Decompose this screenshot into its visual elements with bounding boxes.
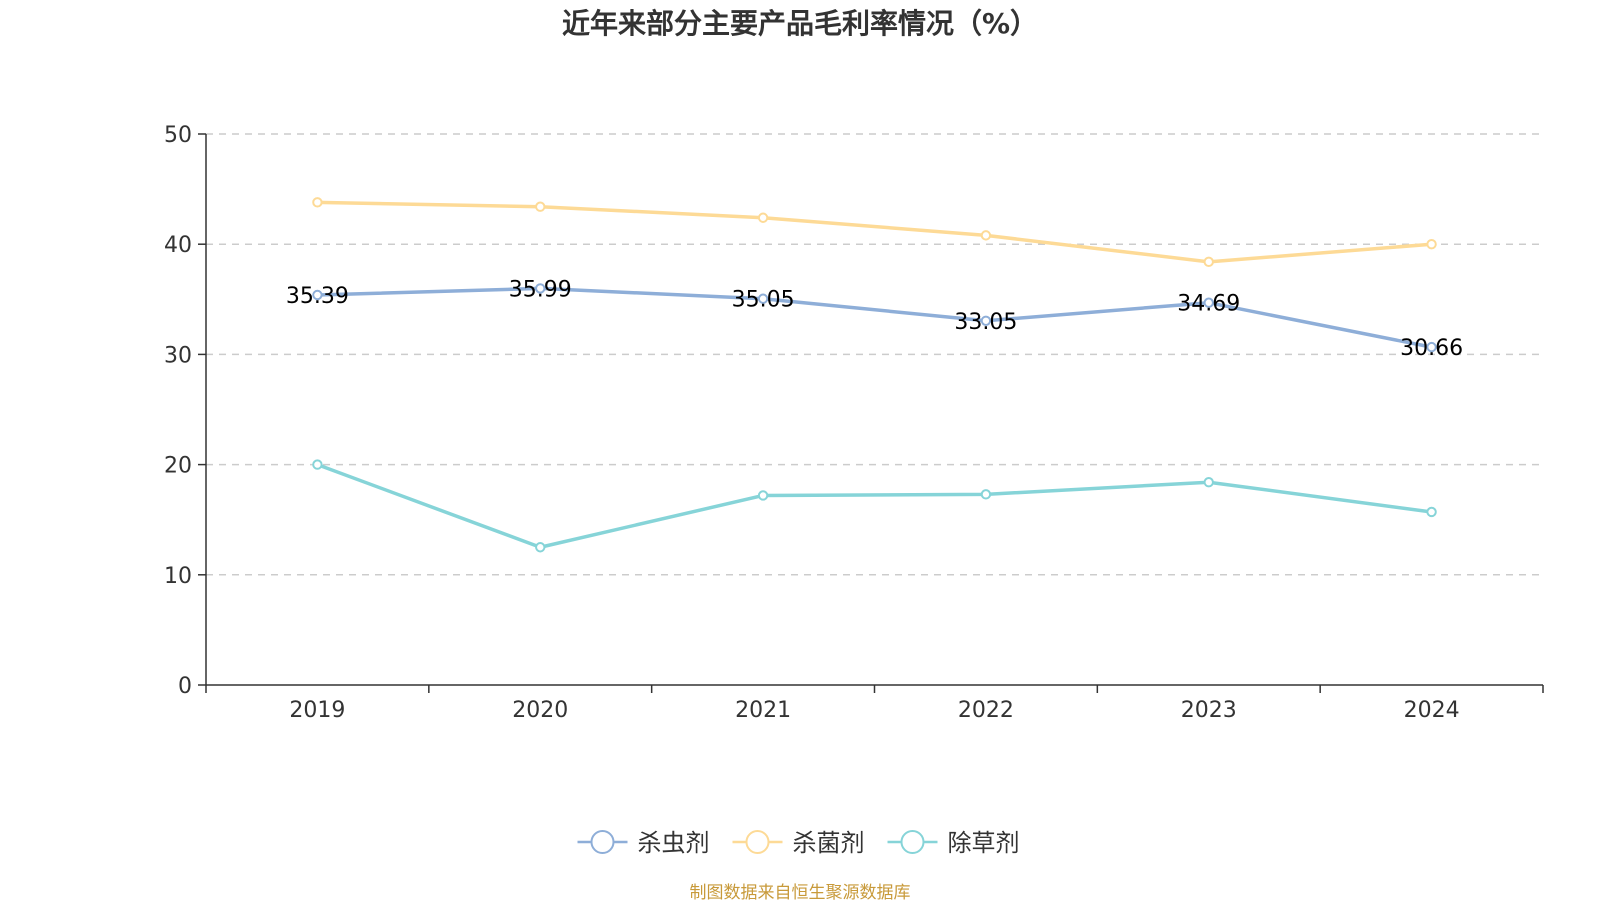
data-point-s2-2023[interactable] — [1203, 477, 1214, 488]
x-tick-label-2021: 2021 — [735, 698, 791, 723]
source-note: 制图数据来自恒生聚源数据库 — [690, 883, 911, 900]
x-tick-label-2020: 2020 — [512, 698, 568, 723]
legend-marker — [900, 830, 925, 854]
x-tick-label-2024: 2024 — [1404, 698, 1460, 723]
data-label-s0-2020: 35.99 — [509, 277, 572, 302]
series-line-0 — [317, 286, 1432, 349]
legend-label: 杀虫剂 — [638, 829, 710, 857]
data-label-s0-2024: 30.66 — [1400, 336, 1463, 361]
x-tick-label-2023: 2023 — [1181, 698, 1237, 723]
data-point-s1-2021[interactable] — [757, 212, 769, 223]
data-label-s0-2023: 34.69 — [1177, 292, 1240, 317]
series-line-2 — [316, 462, 1432, 549]
data-point-s0-2024[interactable] — [1426, 341, 1437, 353]
data-point-s0-2020[interactable] — [535, 283, 546, 294]
y-tick-label: 0 — [178, 674, 192, 699]
legend-label: 杀菌剂 — [793, 829, 865, 857]
data-point-s2-2019[interactable] — [312, 459, 323, 470]
y-tick-label: 40 — [164, 233, 192, 258]
series-lines — [312, 197, 1437, 553]
x-tick-label-2022: 2022 — [958, 698, 1014, 723]
data-label-s0-2022: 33.05 — [954, 310, 1017, 335]
data-point-s2-2022[interactable] — [980, 489, 992, 500]
y-tick-label: 20 — [164, 454, 192, 479]
data-point-s2-2021[interactable] — [757, 490, 769, 501]
y-tick-label: 10 — [164, 564, 192, 589]
legend[interactable]: 杀虫剂 杀菌剂 除草剂 — [577, 829, 1020, 857]
data-point-s0-2022[interactable] — [980, 315, 992, 326]
y-tick-label: 50 — [164, 123, 192, 148]
data-labels: 35.39 35.99 35.05 33.05 34.69 30.66 — [286, 277, 1463, 361]
legend-item-2[interactable]: 除草剂 — [887, 829, 1020, 857]
legend-marker — [745, 830, 770, 854]
data-point-s2-2024[interactable] — [1426, 506, 1437, 518]
legend-item-1[interactable]: 杀菌剂 — [732, 829, 865, 857]
chart-title: 近年来部分主要产品毛利率情况（%） — [562, 7, 1038, 40]
x-tick-label-2019: 2019 — [289, 698, 345, 723]
data-point-s0-2023[interactable] — [1203, 297, 1214, 308]
grid-lines — [206, 133, 1543, 576]
data-point-s0-2021[interactable] — [757, 293, 769, 304]
axes: 0 10 20 30 40 50 2019 2020 2021 2022 2023 2024 — [164, 123, 1544, 723]
data-label-s0-2019: 35.39 — [286, 284, 349, 309]
data-point-s1-2023[interactable] — [1203, 256, 1214, 268]
series-line-1 — [317, 200, 1432, 264]
data-point-s1-2022[interactable] — [980, 230, 992, 241]
data-point-s0-2019[interactable] — [312, 289, 323, 301]
legend-item-0[interactable]: 杀虫剂 — [577, 829, 710, 857]
data-point-s1-2024[interactable] — [1426, 239, 1437, 250]
data-label-s0-2021: 35.05 — [732, 288, 795, 313]
data-point-s1-2019[interactable] — [312, 197, 323, 208]
data-point-s2-2020[interactable] — [535, 542, 546, 553]
y-tick-label: 30 — [164, 343, 192, 368]
legend-label: 除草剂 — [948, 829, 1020, 857]
legend-marker — [590, 830, 615, 854]
data-point-s1-2020[interactable] — [535, 201, 546, 212]
